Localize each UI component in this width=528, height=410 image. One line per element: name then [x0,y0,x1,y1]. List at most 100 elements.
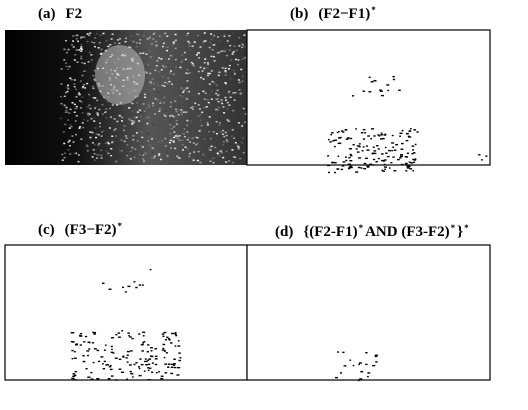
texture [129,39,132,41]
texture [231,53,234,55]
dot [143,341,146,343]
dot [372,158,376,161]
dot [79,334,82,337]
texture [119,150,122,152]
dot [363,167,367,170]
dot [391,149,393,152]
texture [94,45,97,48]
texture [220,152,223,154]
texture [96,99,99,102]
dot [341,165,345,167]
texture [178,157,181,159]
texture [77,154,80,156]
texture [69,124,72,126]
texture [63,59,66,61]
dot [392,75,395,78]
texture [160,68,163,71]
dot [360,370,364,373]
texture [230,69,233,71]
texture [145,107,148,109]
texture [92,87,95,90]
texture [118,114,121,117]
texture [97,133,100,136]
texture [163,123,166,125]
texture [182,91,185,93]
texture [223,112,226,114]
texture [219,96,222,98]
dot [111,337,115,339]
texture [109,156,112,158]
dot [337,351,339,353]
texture [164,66,167,68]
texture [148,50,151,52]
dot [408,161,411,163]
texture [110,38,113,40]
dot [169,342,173,344]
texture [214,146,217,149]
dot [127,285,131,288]
texture [93,116,96,118]
dot [366,166,370,168]
texture [228,160,231,162]
texture [89,32,92,34]
texture [181,128,184,130]
dot [109,364,112,367]
texture [158,71,161,73]
texture [146,122,149,125]
texture [193,151,196,153]
texture [100,154,103,157]
texture [206,67,209,69]
texture [223,33,226,36]
dot [118,368,122,370]
texture [158,153,161,155]
texture [218,124,221,126]
panel-caption: (a) F2 [38,6,82,22]
dot [344,129,348,131]
texture [232,32,235,35]
dot [173,363,176,365]
texture [228,64,231,67]
dot [412,170,415,172]
texture [92,97,95,99]
dot [384,159,387,161]
texture [176,134,179,136]
texture [125,137,128,139]
dot [384,133,387,135]
dot [336,168,340,170]
texture [172,42,175,45]
dot [110,345,113,348]
texture [69,77,72,79]
dot [481,159,483,161]
texture [159,35,162,38]
texture [169,105,172,108]
dot [124,291,127,293]
texture [243,45,246,48]
texture [134,148,137,151]
dot [110,351,114,354]
dot [412,149,415,151]
texture [175,110,178,113]
texture [239,157,242,160]
dot [87,376,91,378]
dot [102,367,106,370]
texture [224,116,227,118]
dot [120,371,125,374]
texture [135,132,138,134]
caption-superscript: * [464,223,469,233]
texture [93,107,96,109]
texture [110,116,113,118]
texture [153,157,156,159]
dot [115,379,118,381]
texture [238,45,241,47]
dot [167,363,171,365]
dot [167,366,170,368]
texture [145,53,148,55]
dot [163,356,166,359]
texture [211,90,214,92]
texture [135,33,138,35]
texture [238,89,241,91]
dot [128,335,130,337]
texture [216,94,219,97]
texture [182,111,185,113]
dot [147,344,150,346]
